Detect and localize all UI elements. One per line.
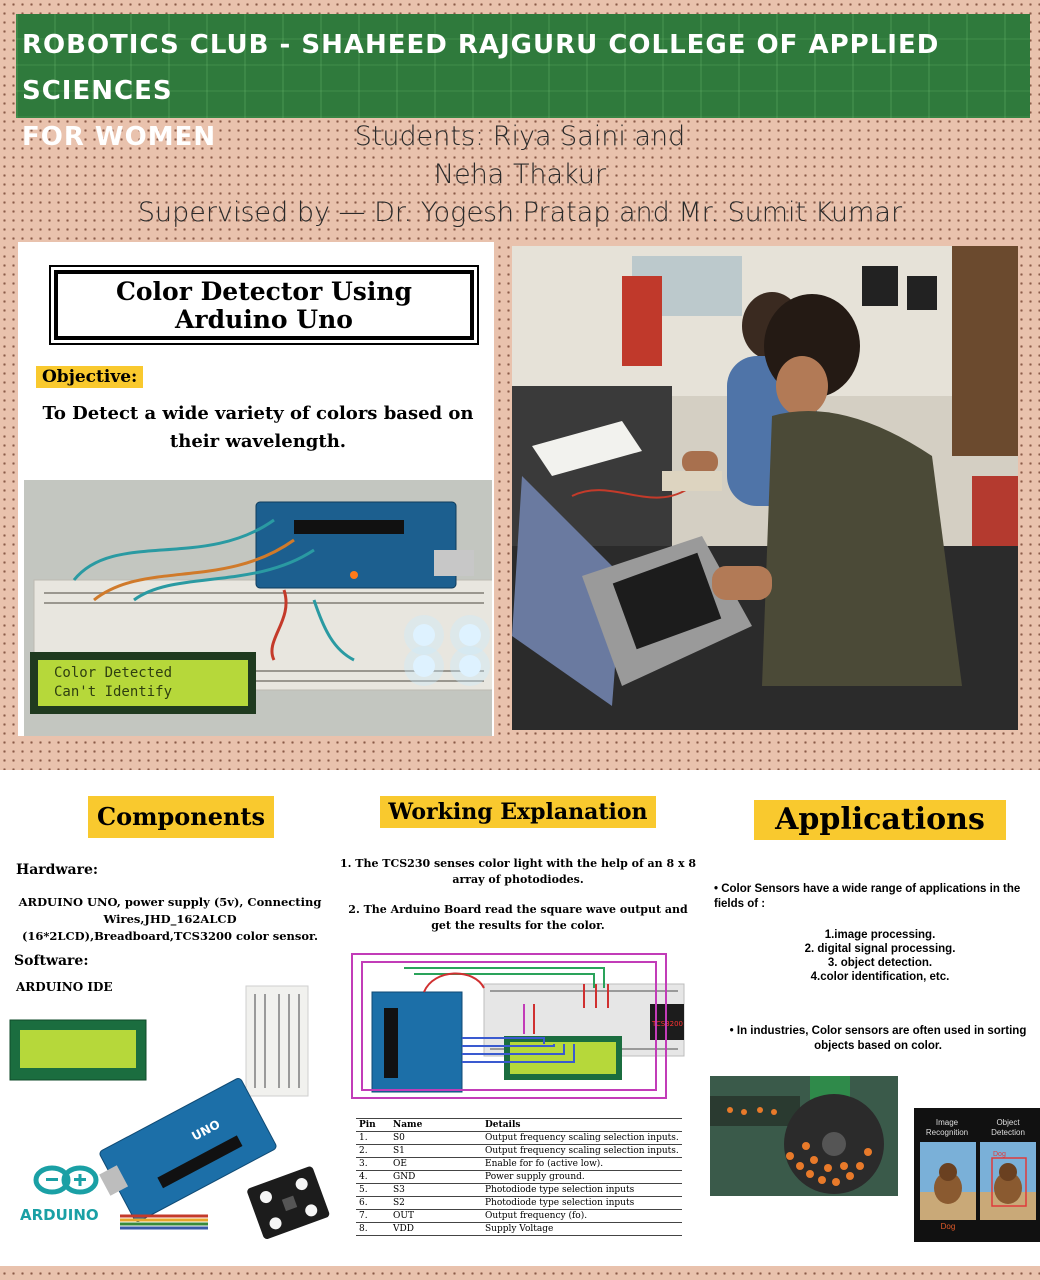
hardware-label: Hardware: [16, 862, 99, 878]
name-cell: S2 [390, 1196, 482, 1210]
hardware-text: ARDUINO UNO, power supply (5v), Connecti… [18, 895, 322, 943]
objective-text: To Detect a wide variety of colors based… [42, 403, 474, 452]
pin-cell: 4. [356, 1170, 390, 1184]
table-row: 4. GND Power supply ground. [356, 1170, 682, 1184]
name-cell: GND [390, 1170, 482, 1184]
banner-title-line2: FOR WOMEN [22, 122, 217, 152]
components-heading: Components [88, 796, 274, 838]
project-title-line1: Color Detector Using [115, 277, 412, 306]
details-cell: Photodiode type selection inputs [482, 1196, 682, 1210]
lab-photo [512, 246, 1018, 730]
details-cell: Enable for fo (active low). [482, 1157, 682, 1171]
pin-table: Pin Name Details 1. S0 Output frequency sc… [356, 1118, 682, 1236]
sensor-label: TCS3200 [651, 1020, 683, 1028]
pin-cell: 5. [356, 1183, 390, 1197]
applications-heading: Applications [754, 800, 1006, 840]
pin-cell: 2. [356, 1144, 390, 1158]
arduino-logo-icon: ARDUINO [20, 1165, 99, 1224]
details-cell: Output frequency scaling selection input… [482, 1144, 682, 1158]
title-banner: ROBOTICS CLUB - SHAHEED RAJGURU COLLEGE … [16, 14, 1030, 152]
name-cell: S0 [390, 1131, 482, 1145]
table-row: 6. S2 Photodiode type selection inputs [356, 1196, 682, 1210]
lcd-line2: Can't Identify [54, 684, 172, 700]
credits: Students: Riya Saini and Neha Thakur Sup… [0, 118, 1040, 232]
software-label: Software: [14, 953, 89, 969]
students-line1: Students: Riya Saini and [354, 121, 686, 152]
table-row: 7. OUT Output frequency (fo). [356, 1209, 682, 1223]
arduino-setup-photo: Color Detected Can't Identify [24, 480, 492, 736]
arduino-logo-text: ARDUINO [20, 1206, 99, 1224]
list-item: 4.color identification, etc. [810, 971, 950, 983]
project-title: Color Detector Using Arduino Uno [49, 265, 479, 345]
project-title-line2: Arduino Uno [175, 305, 353, 334]
table-row: 3. OE Enable for fo (active low). [356, 1157, 682, 1171]
name-cell: OUT [390, 1209, 482, 1223]
detection-label: Object Detection [980, 1118, 1036, 1138]
arduino-setup-illustration: Color Detected Can't Identify [24, 480, 492, 736]
lower-section: Components Hardware: ARDUINO UNO, power … [0, 770, 1040, 1266]
working-step1: 1. The TCS230 senses color light with th… [339, 857, 697, 886]
banner-title-line1: ROBOTICS CLUB - SHAHEED RAJGURU COLLEGE … [22, 30, 940, 106]
students-line2: Neha Thakur [433, 159, 607, 190]
table-row: 8. VDD Supply Voltage [356, 1222, 682, 1236]
pin-cell: 6. [356, 1196, 390, 1210]
pin-table-header: Pin Name Details [356, 1118, 682, 1132]
details-cell: Power supply ground. [482, 1170, 682, 1184]
name-header: Name [390, 1118, 482, 1132]
dog-image-recognition [920, 1142, 976, 1220]
details-cell: Photodiode type selection inputs [482, 1183, 682, 1197]
project-card: Color Detector Using Arduino Uno Objecti… [18, 242, 494, 736]
list-item: 1.image processing. [824, 929, 936, 941]
pin-cell: 8. [356, 1222, 390, 1236]
lcd-line1: Color Detected [54, 665, 172, 681]
list-item: 3. object detection. [827, 957, 933, 969]
table-row: 5. S3 Photodiode type selection inputs [356, 1183, 682, 1197]
list-item: 2. digital signal processing. [804, 943, 956, 955]
details-cell: Supply Voltage [482, 1222, 682, 1236]
applications-bullet1: • Color Sensors have a wide range of app… [714, 883, 1021, 910]
applications-bullet2: • In industries, Color sensors are often… [729, 1025, 1027, 1052]
lab-photo-illustration [512, 246, 1018, 730]
pin-cell: 1. [356, 1131, 390, 1145]
circuit-diagram: TCS3200 [344, 948, 690, 1108]
dog-caption: Dog [940, 1222, 956, 1231]
software-text: ARDUINO IDE [16, 980, 113, 994]
name-cell: VDD [390, 1222, 482, 1236]
details-cell: Output frequency scaling selection input… [482, 1131, 682, 1145]
objective-label: Objective: [36, 366, 144, 388]
table-row: 1. S0 Output frequency scaling selection i… [356, 1131, 682, 1145]
working-step2: 2. The Arduino Board read the square wav… [348, 903, 688, 932]
recognition-label-line1: Image [935, 1118, 959, 1127]
sorting-machine-photo [710, 1076, 898, 1196]
components-illustration: UNO ARDUINO [9, 985, 330, 1239]
table-row: 2. S1 Output frequency scaling selection i… [356, 1144, 682, 1158]
details-cell: Output frequency (fo). [482, 1209, 682, 1223]
applications-list: 1.image processing. 2. digital signal pr… [730, 928, 1030, 984]
working-heading: Working Explanation [380, 796, 656, 828]
dog-object-detection: Dog [980, 1142, 1036, 1220]
name-cell: S3 [390, 1183, 482, 1197]
recognition-vs-detection-panel: Image Recognition Object Detection Dog D… [914, 1108, 1040, 1242]
pin-cell: 7. [356, 1209, 390, 1223]
supervised-by: Supervised by — Dr. Yogesh Pratap and Mr… [137, 197, 903, 228]
detection-label-line1: Object [996, 1118, 1020, 1127]
pin-header: Pin [356, 1118, 390, 1132]
name-cell: OE [390, 1157, 482, 1171]
name-cell: S1 [390, 1144, 482, 1158]
dog-box-label: Dog [993, 1151, 1006, 1158]
recognition-label-line2: Recognition [925, 1128, 969, 1137]
detection-label-line2: Detection [991, 1128, 1025, 1137]
pin-cell: 3. [356, 1157, 390, 1171]
details-header: Details [482, 1118, 682, 1132]
recognition-label: Image Recognition [918, 1118, 976, 1138]
